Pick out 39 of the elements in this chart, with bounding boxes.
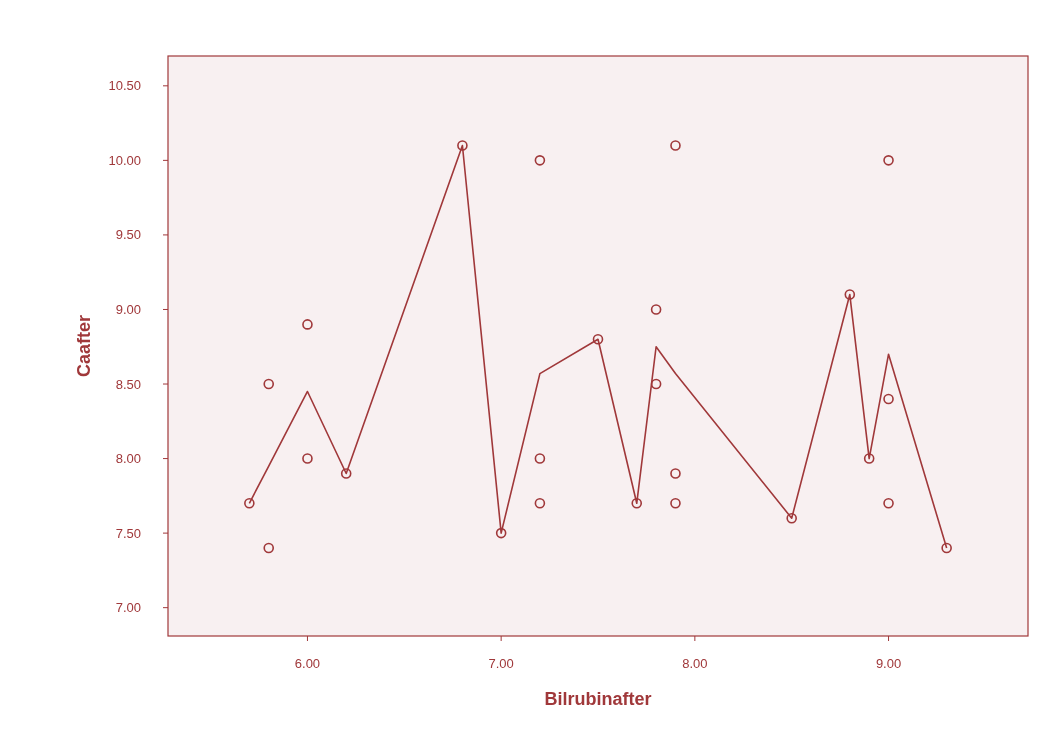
y-tick-label: 10.00 xyxy=(108,152,141,168)
x-tick-label: 9.00 xyxy=(875,656,902,671)
point xyxy=(883,393,894,405)
y-tick-label: 8.00 xyxy=(115,451,141,467)
point xyxy=(534,453,546,464)
y-tick-label: 9.50 xyxy=(115,227,141,243)
point xyxy=(844,289,856,300)
point xyxy=(263,378,275,390)
y-tick-label: 7.00 xyxy=(115,600,141,616)
point xyxy=(457,140,468,151)
point xyxy=(263,542,275,554)
point xyxy=(302,453,313,464)
y-tick-label: 10.50 xyxy=(108,78,141,94)
y-axis-title: Caafter xyxy=(74,314,94,378)
point xyxy=(650,378,662,390)
point xyxy=(534,155,546,166)
point xyxy=(302,319,313,330)
x-axis-title: Bilrubinafter xyxy=(544,689,652,709)
x-tick-label: 7.00 xyxy=(488,656,514,671)
point xyxy=(592,333,604,345)
point xyxy=(670,140,681,151)
y-tick-label: 8.50 xyxy=(115,376,141,392)
x-tick-label: 6.00 xyxy=(294,656,321,671)
point xyxy=(534,498,546,509)
point xyxy=(670,468,681,479)
point xyxy=(670,498,681,509)
point xyxy=(244,498,255,509)
point xyxy=(941,542,952,554)
point xyxy=(863,453,875,464)
point xyxy=(495,527,507,539)
point xyxy=(650,304,662,315)
point xyxy=(786,512,797,524)
point xyxy=(883,498,894,509)
point xyxy=(883,155,894,166)
point xyxy=(631,498,643,509)
point xyxy=(340,468,352,479)
y-tick-label: 7.50 xyxy=(115,525,141,541)
y-tick-label: 9.00 xyxy=(115,301,141,317)
x-tick-label: 8.00 xyxy=(682,656,708,671)
